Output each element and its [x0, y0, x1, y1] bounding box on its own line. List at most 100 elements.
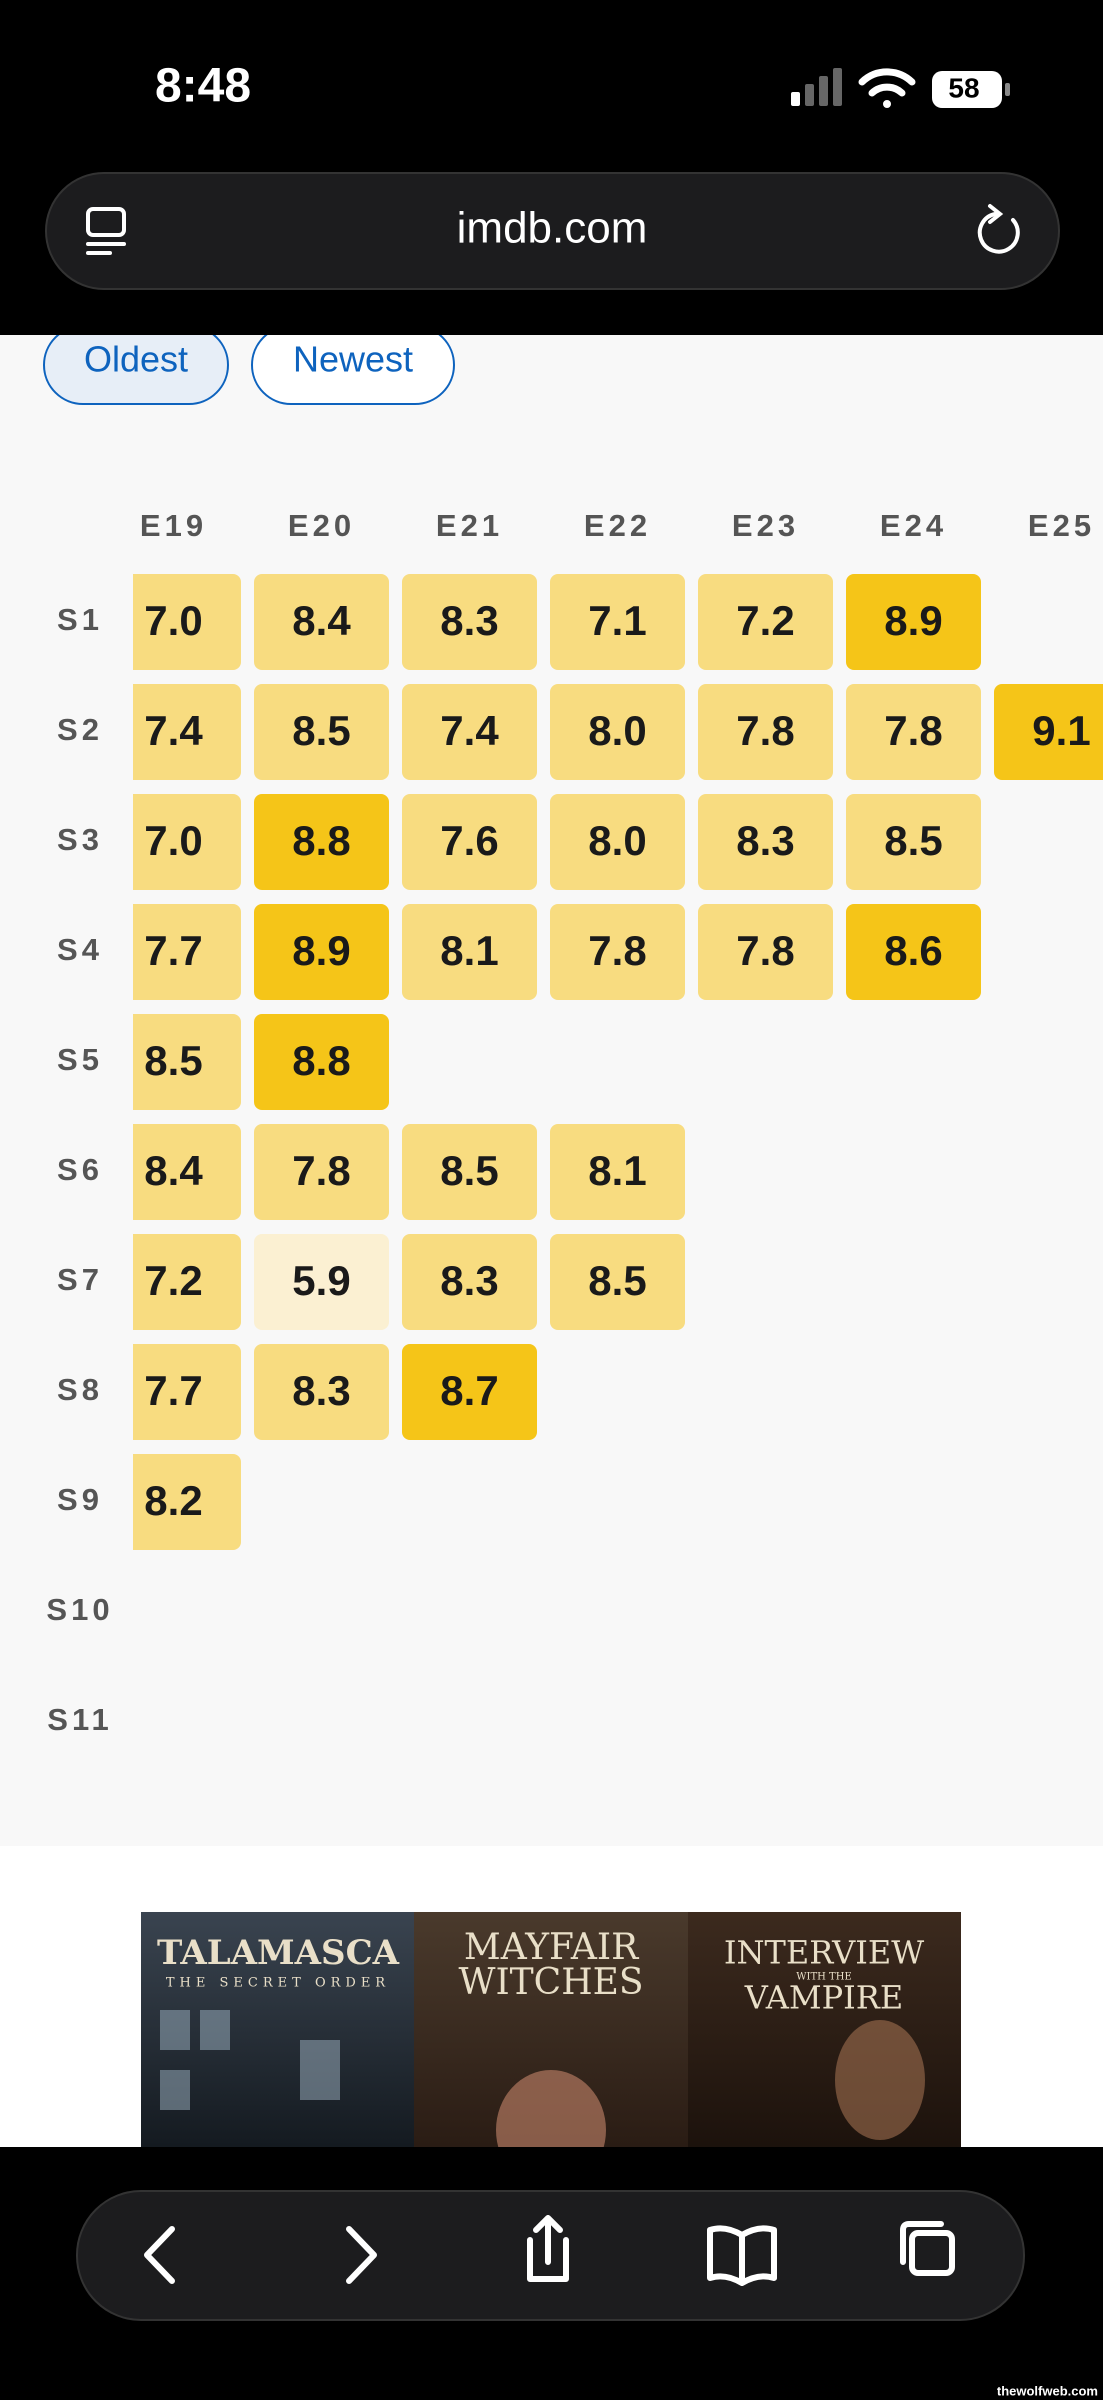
- rating-cell[interactable]: 7.8: [698, 904, 833, 1000]
- rating[interactable]: 7.6: [440, 817, 498, 864]
- rating[interactable]: 7.2: [144, 1257, 202, 1304]
- rating-cell[interactable]: 7.4: [106, 684, 241, 780]
- rating-cell[interactable]: 7.7: [106, 1344, 241, 1440]
- rating-cell[interactable]: 8.3: [698, 794, 833, 890]
- sort-newest-label[interactable]: Newest: [293, 339, 413, 380]
- rating[interactable]: 8.0: [588, 707, 646, 754]
- rating-cell[interactable]: 8.4: [106, 1124, 241, 1220]
- rating[interactable]: 7.4: [144, 707, 203, 754]
- rating[interactable]: 7.8: [292, 1147, 350, 1194]
- rating-cell-bg[interactable]: [402, 794, 537, 890]
- related-posters[interactable]: TALAMASCA THE SECRET ORDER MAYFAIR WITCH…: [141, 1912, 961, 2190]
- rating[interactable]: 7.8: [588, 927, 646, 974]
- address-bar[interactable]: [45, 172, 1060, 290]
- url[interactable]: imdb.com: [457, 204, 648, 253]
- rating-cell[interactable]: 7.7: [106, 904, 241, 1000]
- rating-cell[interactable]: 5.9: [254, 1234, 389, 1330]
- rating-cell-bg[interactable]: [402, 904, 537, 1000]
- rating[interactable]: 8.5: [884, 817, 942, 864]
- rating-cell-bg[interactable]: [106, 1014, 241, 1110]
- rating-cell-bg[interactable]: [106, 1124, 241, 1220]
- rating-cell-bg[interactable]: [254, 574, 389, 670]
- rating-cell-bg[interactable]: [846, 574, 981, 670]
- forward-button[interactable]: [346, 2226, 377, 2284]
- rating-cell-bg[interactable]: [254, 1124, 389, 1220]
- rating-cell-bg[interactable]: [106, 1234, 241, 1330]
- rating-cell-bg[interactable]: [106, 1344, 241, 1440]
- rating[interactable]: 8.9: [884, 597, 942, 644]
- rating-cell[interactable]: 8.1: [550, 1124, 685, 1220]
- rating[interactable]: 8.2: [144, 1477, 202, 1524]
- rating-cell-bg[interactable]: [402, 1124, 537, 1220]
- rating-cell[interactable]: 7.8: [254, 1124, 389, 1220]
- rating-cell-bg[interactable]: [550, 1124, 685, 1220]
- rating-cell-bg[interactable]: [402, 574, 537, 670]
- rating-cell[interactable]: 8.5: [550, 1234, 685, 1330]
- rating-cell[interactable]: 8.9: [254, 904, 389, 1000]
- rating-cell[interactable]: 7.0: [106, 574, 241, 670]
- rating-cell[interactable]: 7.6: [402, 794, 537, 890]
- rating[interactable]: 7.2: [736, 597, 794, 644]
- rating[interactable]: 7.7: [144, 1367, 202, 1414]
- rating-cell[interactable]: 8.5: [846, 794, 981, 890]
- rating-cell[interactable]: 8.5: [402, 1124, 537, 1220]
- rating[interactable]: 8.7: [440, 1367, 498, 1414]
- rating-cell-bg[interactable]: [846, 904, 981, 1000]
- rating-cell-bg[interactable]: [550, 574, 685, 670]
- share-button[interactable]: [527, 2215, 569, 2282]
- rating-cell-bg[interactable]: [106, 1454, 241, 1550]
- rating-cell[interactable]: 8.2: [106, 1454, 241, 1550]
- rating[interactable]: 5.9: [292, 1257, 350, 1304]
- rating-cell-bg[interactable]: [698, 574, 833, 670]
- rating-cell[interactable]: 7.8: [846, 684, 981, 780]
- rating-cell-bg[interactable]: [550, 904, 685, 1000]
- rating-cell[interactable]: 7.0: [106, 794, 241, 890]
- rating[interactable]: 9.1: [1032, 707, 1090, 754]
- rating[interactable]: 7.1: [588, 597, 646, 644]
- rating-cell[interactable]: 7.8: [550, 904, 685, 1000]
- sort-oldest[interactable]: Oldest: [43, 325, 229, 405]
- rating-cell-bg[interactable]: [106, 794, 241, 890]
- rating-cell[interactable]: 7.1: [550, 574, 685, 670]
- rating-cell-bg[interactable]: [254, 794, 389, 890]
- rating[interactable]: 8.0: [588, 817, 646, 864]
- rating-cell[interactable]: 8.7: [402, 1344, 537, 1440]
- rating-cell[interactable]: 8.0: [550, 794, 685, 890]
- sort-oldest-label[interactable]: Oldest: [84, 339, 188, 380]
- rating[interactable]: 8.8: [292, 817, 350, 864]
- rating-cell-bg[interactable]: [254, 1014, 389, 1110]
- rating-cell-bg[interactable]: [550, 1234, 685, 1330]
- rating-cell[interactable]: 8.3: [402, 1234, 537, 1330]
- rating-cell-bg[interactable]: [106, 684, 241, 780]
- rating-cell-bg[interactable]: [994, 684, 1103, 780]
- rating-cell[interactable]: 8.9: [846, 574, 981, 670]
- rating[interactable]: 7.8: [736, 707, 794, 754]
- sort-newest[interactable]: Newest: [251, 325, 455, 405]
- rating-cell-bg[interactable]: [254, 1234, 389, 1330]
- rating[interactable]: 7.8: [884, 707, 942, 754]
- rating[interactable]: 8.3: [736, 817, 794, 864]
- back-button[interactable]: [144, 2226, 175, 2284]
- rating-cell-bg[interactable]: [698, 904, 833, 1000]
- rating-cell-bg[interactable]: [106, 904, 241, 1000]
- rating[interactable]: 7.0: [144, 597, 202, 644]
- rating[interactable]: 8.5: [588, 1257, 646, 1304]
- rating[interactable]: 8.1: [440, 927, 498, 974]
- rating-cell[interactable]: 8.6: [846, 904, 981, 1000]
- rating-cell-bg[interactable]: [106, 574, 241, 670]
- rating-cell[interactable]: 8.3: [402, 574, 537, 670]
- rating-cell[interactable]: 8.4: [254, 574, 389, 670]
- rating-cell-bg[interactable]: [698, 684, 833, 780]
- rating-cell[interactable]: 7.8: [698, 684, 833, 780]
- rating-cell-bg[interactable]: [402, 1234, 537, 1330]
- rating-cell-bg[interactable]: [254, 904, 389, 1000]
- rating-cell-bg[interactable]: [254, 684, 389, 780]
- rating[interactable]: 7.7: [144, 927, 202, 974]
- rating[interactable]: 8.9: [292, 927, 350, 974]
- rating[interactable]: 8.3: [440, 597, 498, 644]
- rating[interactable]: 8.6: [884, 927, 942, 974]
- rating-cell[interactable]: 8.5: [106, 1014, 241, 1110]
- rating-cell[interactable]: 7.2: [106, 1234, 241, 1330]
- rating[interactable]: 8.4: [292, 597, 351, 644]
- rating-cell-bg[interactable]: [402, 1344, 537, 1440]
